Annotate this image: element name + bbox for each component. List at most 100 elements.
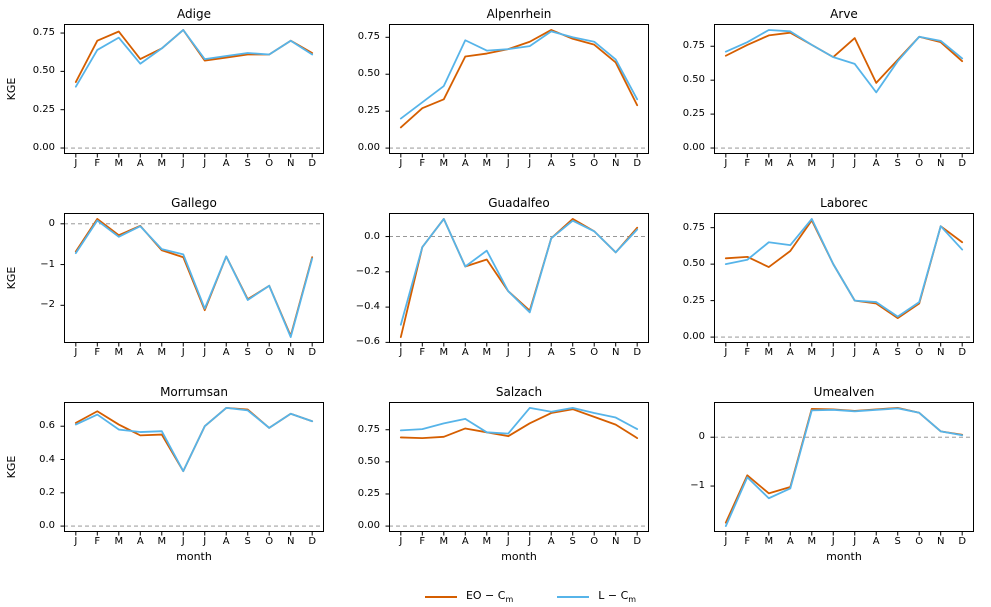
x-tick-label: A [872,347,880,358]
x-tick-label: A [136,536,144,547]
series-line-l-cm [74,219,314,338]
y-tick-label: 0.4 [39,453,55,465]
x-tick-label: O [590,536,599,547]
series-line-eo-cm [74,29,314,83]
plot-canvas [60,24,324,158]
y-tick-label: 0.25 [32,103,55,115]
x-tick-label: M [807,158,817,169]
subplot-alpenrhein: Alpenrhein 0.00 0.25 0.50 0.75 J F M A M J J A S O N D [331,4,656,172]
plot-frame [714,24,974,154]
x-tick-label: S [569,158,576,169]
x-tick-label: O [915,158,924,169]
x-tick-label: J [528,347,532,358]
x-tick-label: M [439,158,449,169]
series-line-l-cm [74,29,314,88]
x-tick-label: M [157,536,167,547]
plot-canvas [385,24,649,158]
y-tick-label: 0.50 [357,68,380,80]
legend-label-eo-text: EO − C [465,589,506,603]
x-tick-label: A [461,347,469,358]
plot-area: 0.00 0.25 0.50 0.75 [331,24,656,158]
x-tick-label: J [181,158,185,169]
series-line-eo-cm [724,31,964,84]
series-line-l-cm [724,218,964,318]
subplot-title: Salzach [495,385,543,399]
x-axis-label: month [826,550,862,563]
legend-entry-l-cm: L − Cm [557,589,636,605]
y-tick-label: 0.50 [682,74,705,86]
series-line-eo-cm [399,29,639,129]
legend-label-l: L − Cm [598,589,636,604]
x-tick-label: N [286,158,295,169]
y-axis: 0 −1 [656,402,714,532]
y-axis: 0.00 0.25 0.50 0.75 [331,24,389,154]
x-tick-label: J [724,347,728,358]
x-tick-label: D [308,347,317,358]
x-tick-label: S [244,347,251,358]
x-tick-label: D [958,536,967,547]
x-tick-label: N [286,347,295,358]
plot-canvas [710,213,974,347]
plot-area: 0 −1 [656,402,981,536]
x-tick-label: A [461,536,469,547]
x-tick-label: M [807,536,817,547]
plot-frame [389,24,649,154]
y-tick-label: 0.75 [32,27,55,39]
subplot-title: Gallego [171,196,217,210]
plot-canvas [710,24,974,158]
x-tick-label: D [308,158,317,169]
x-tick-label: S [244,158,251,169]
y-tick-label: 0.75 [682,221,705,233]
legend-label-l-text: L − C [598,589,629,603]
y-axis: KGE 0 −1 −2 [5,213,64,343]
x-tick-label: A [547,347,555,358]
x-tick-label: A [222,347,230,358]
x-tick-label: J [724,158,728,169]
x-tick-label: M [114,536,124,547]
x-tick-label: J [853,158,857,169]
x-tick-label: N [611,536,620,547]
y-tick-label: −0.4 [355,301,380,313]
plot-area: KGE 0.0 0.2 0.4 0.6 [5,402,331,536]
subplot-salzach: Salzach 0.00 0.25 0.50 0.75 J F M A M J J A S O N D mo… [331,382,656,566]
x-tick-label: M [439,347,449,358]
plot-area: 0.0 −0.2 −0.4 −0.6 [331,213,656,347]
y-tick-label: 0.2 [39,486,55,498]
x-tick-label: F [419,347,426,358]
plot-frame [714,402,974,532]
x-axis-label: month [176,550,212,563]
plot-canvas [710,402,974,536]
x-tick-label: S [569,536,576,547]
subplot-title: Arve [830,7,858,21]
y-axis-label: KGE [4,77,18,101]
x-tick-label: M [764,347,774,358]
subplot-arve: Arve 0.00 0.25 0.50 0.75 J F M A M J J A S O N D [656,4,981,172]
plot-canvas [385,402,649,536]
series-line-eo-cm [74,218,314,337]
plot-area: 0.00 0.25 0.50 0.75 [656,24,981,158]
plot-frame [389,402,649,532]
plot-area: KGE 0 −1 −2 [5,213,331,347]
y-tick-label: 0.00 [682,331,705,343]
x-tick-label: J [506,536,510,547]
x-tick-label: J [506,158,510,169]
y-tick-label: 0 [48,217,55,229]
y-tick-label: 0.25 [357,105,380,117]
x-tick-label: O [590,347,599,358]
x-tick-label: J [74,158,78,169]
x-tick-label: S [894,158,901,169]
x-tick-label: F [94,158,101,169]
x-tick-label: S [894,536,901,547]
plot-frame [64,24,324,154]
y-tick-label: 0.6 [39,420,55,432]
plot-frame [714,213,974,343]
x-tick-label: J [399,536,403,547]
series-line-eo-cm [724,219,964,320]
y-axis: 0.00 0.25 0.50 0.75 [331,402,389,532]
legend-line-eo-icon [424,596,457,598]
y-tick-label: 0.0 [364,230,380,242]
